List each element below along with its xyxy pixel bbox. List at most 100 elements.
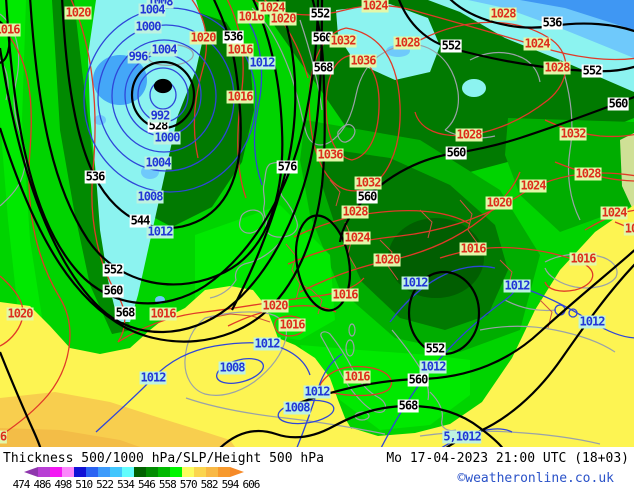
slp-high-label: 1024 <box>258 0 286 15</box>
colorbar-tick-value: 558 <box>158 478 177 490</box>
colorbar-tick-value: 534 <box>117 478 135 490</box>
slp-high-label: 1032 <box>329 33 357 48</box>
map-datetime: Mo 17-04-2023 21:00 UTC (18+03) <box>386 451 629 466</box>
slp-high-label: 1028 <box>489 6 517 21</box>
colorbar-tick-value: 474 <box>12 478 31 490</box>
slp-high-label: 1024 <box>519 178 547 193</box>
colorbar-tick-value: 498 <box>54 478 72 490</box>
slp-low-label: 1012 <box>503 278 531 293</box>
colorbar-tick-value: 582 <box>200 478 219 490</box>
colorbar-segment <box>62 467 74 477</box>
slp-low-label: 1000 <box>134 19 162 34</box>
thickness-contours <box>0 0 634 447</box>
colorbar-segment <box>170 467 182 477</box>
slp-high-label: 1020 <box>6 306 34 321</box>
slp-low-label: 992 <box>149 108 171 123</box>
slp-low-label: 1008 <box>136 189 164 204</box>
slp-high-label: 1032 <box>354 175 382 190</box>
colorbar-tick-labels: 474 486 498 510 522 534 546 558 570 582 594 606 <box>0 478 300 490</box>
thickness-contour-label: 536 <box>222 29 244 44</box>
slp-high-label: 6 <box>0 429 7 444</box>
slp-low-label: 1012 <box>401 275 429 290</box>
colorbar-tick-value: 570 <box>179 478 198 490</box>
slp-high-label: 1016 <box>459 241 487 256</box>
thickness-contour-label: 552 <box>309 6 331 21</box>
synoptic-map: 528 536 536 536 544 552 552 552 552 552 560 560 560 5… <box>0 0 634 447</box>
slp-low-label: 1012 <box>248 55 276 70</box>
thickness-contour-label: 568 <box>114 305 136 320</box>
watermark-link: ©weatheronline.co.uk <box>457 471 614 486</box>
slp-high-label: 1024 <box>523 36 551 51</box>
colorbar-tick-value: 510 <box>75 478 93 490</box>
thickness-contour-label: 544 <box>129 213 151 228</box>
thickness-colorbar <box>24 467 244 477</box>
colorbar-tick-value: 606 <box>242 478 260 490</box>
slp-high-label: 1020 <box>485 195 513 210</box>
slp-high-label: 1016 <box>0 23 21 37</box>
slp-low-label: 1008 <box>218 360 246 375</box>
thickness-contour-label: 560 <box>607 96 629 111</box>
slp-high-label: 1016 <box>569 251 597 266</box>
thickness-contour-label: 536 <box>541 15 563 30</box>
colorbar-tick-value: 522 <box>96 478 114 490</box>
slp-high-label: 1028 <box>393 35 421 50</box>
colorbar-segment <box>50 467 62 477</box>
thickness-contour-label: 552 <box>424 341 446 356</box>
slp-low-label: 1000 <box>153 130 181 145</box>
colorbar-tick-value: 546 <box>137 478 156 490</box>
slp-high-label: 1028 <box>341 204 369 219</box>
slp-high-label: 1016 <box>226 42 254 57</box>
slp-low-label: 1012 <box>303 384 331 399</box>
thickness-contour-label: 568 <box>312 60 334 75</box>
colorbar-segment <box>194 467 206 477</box>
slp-high-label: 1016 <box>331 287 359 302</box>
slp-high-label: 1020 <box>373 252 401 267</box>
colorbar-segment <box>218 467 230 477</box>
colorbar-segment <box>38 467 50 477</box>
slp-low-label: 1012 <box>146 224 174 239</box>
slp-high-label: 1028 <box>543 60 571 75</box>
slp-low-label: 1008 <box>283 400 311 415</box>
colorbar-tick-value: 486 <box>33 478 51 490</box>
colorbar-right-arrow <box>230 467 244 477</box>
thickness-contour-label: 576 <box>276 159 298 174</box>
slp-high-label: 1020 <box>261 298 289 313</box>
colorbar-segment <box>110 467 122 477</box>
colorbar-left-arrow <box>24 467 38 477</box>
legend-panel: Thickness 500/1000 hPa/SLP/Height 500 hP… <box>0 447 634 490</box>
thickness-contour-label: 568 <box>397 398 419 413</box>
slp-low-label: 1012 <box>253 336 281 351</box>
colorbar-segment <box>86 467 98 477</box>
thickness-contour-label: 560 <box>445 145 467 160</box>
thickness-contour-label: 552 <box>102 262 124 277</box>
slp-high-label: 1020 <box>189 30 217 45</box>
thickness-contour-label: 560 <box>102 283 124 298</box>
colorbar-segment <box>158 467 170 477</box>
slp-low-label: 5,1012 <box>442 429 482 444</box>
colorbar-segment <box>206 467 218 477</box>
slp-low-label: 1012 <box>419 359 447 374</box>
colorbar-segment <box>122 467 134 477</box>
colorbar-segment <box>134 467 146 477</box>
thickness-contour-label: 560 <box>407 372 429 387</box>
slp-low-label: 1012 <box>139 370 167 385</box>
slp-low-label: 1004 <box>150 42 178 57</box>
map-title: Thickness 500/1000 hPa/SLP/Height 500 hP… <box>3 451 324 466</box>
slp-low-label: 996 <box>127 49 149 64</box>
slp-high-label: 1036 <box>349 53 377 68</box>
thickness-contour-label: 560 <box>356 189 378 204</box>
country-borders <box>209 179 553 329</box>
slp-high-label: 1016 <box>226 89 254 104</box>
slp-low-label: 1012 <box>578 314 606 329</box>
slp-low-label: 1004 <box>138 2 166 17</box>
slp-high-label: 1016 <box>278 317 306 332</box>
thickness-contour-label: 560 <box>311 30 333 45</box>
slp-high-label: 1016 <box>343 369 371 384</box>
colorbar-segment <box>182 467 194 477</box>
slp-high-label: 1028 <box>455 127 483 142</box>
coastlines <box>0 7 618 445</box>
colorbar-tick-value: 594 <box>221 478 240 490</box>
slp-high-label: 1020 <box>269 11 297 26</box>
slp-low-label: 1004 <box>144 155 172 170</box>
